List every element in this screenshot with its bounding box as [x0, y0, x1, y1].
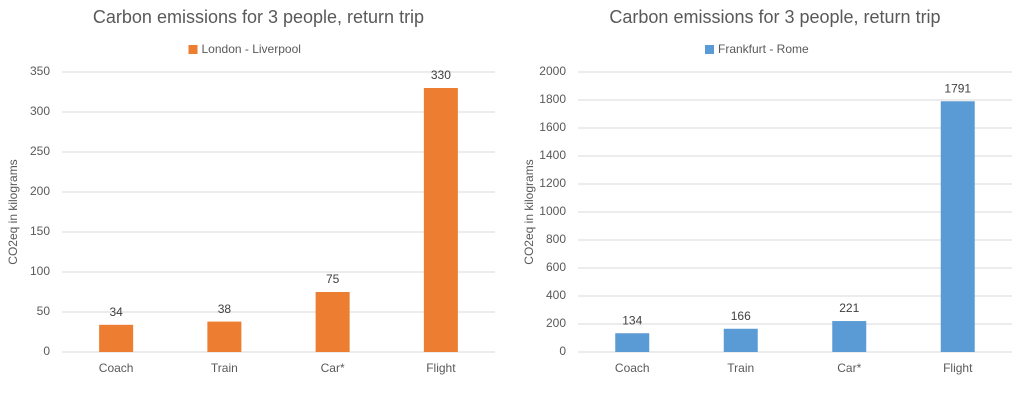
x-tick-label: Coach [615, 361, 650, 375]
y-tick-label: 0 [43, 344, 50, 358]
bar [207, 321, 242, 352]
legend-label: London - Liverpool [202, 42, 301, 56]
y-tick-label: 300 [30, 104, 50, 118]
y-tick-label: 1400 [539, 148, 566, 162]
data-label: 330 [431, 68, 451, 82]
chart-title: Carbon emissions for 3 people, return tr… [93, 7, 424, 27]
bar [99, 324, 134, 352]
chart-title: Carbon emissions for 3 people, return tr… [609, 7, 940, 27]
y-tick-label: 250 [30, 144, 50, 158]
x-tick-label: Coach [99, 361, 134, 375]
y-axis-label: CO2eq in kilograms [6, 159, 20, 264]
y-tick-label: 200 [546, 316, 566, 330]
data-label: 38 [218, 302, 232, 316]
y-tick-label: 800 [546, 232, 566, 246]
y-tick-label: 0 [559, 344, 566, 358]
bar [315, 292, 350, 352]
y-tick-label: 1600 [539, 120, 566, 134]
y-tick-label: 600 [546, 260, 566, 274]
x-tick-label: Car* [837, 361, 861, 375]
data-label: 166 [731, 309, 751, 323]
data-label: 221 [839, 301, 859, 315]
bar [615, 333, 650, 352]
y-tick-label: 2000 [539, 64, 566, 78]
bar [940, 101, 975, 352]
y-tick-label: 150 [30, 224, 50, 238]
x-tick-label: Train [727, 361, 754, 375]
bar [832, 321, 867, 352]
x-tick-label: Flight [426, 361, 456, 375]
y-tick-label: 1000 [539, 204, 566, 218]
data-label: 34 [109, 305, 123, 319]
data-label: 75 [326, 272, 340, 286]
y-tick-label: 50 [37, 304, 51, 318]
bar [723, 328, 758, 352]
y-axis-label: CO2eq in kilograms [522, 159, 536, 264]
y-tick-label: 1200 [539, 176, 566, 190]
bar [423, 88, 458, 352]
y-tick-label: 350 [30, 64, 50, 78]
data-label: 1791 [944, 81, 971, 95]
y-tick-label: 100 [30, 264, 50, 278]
y-tick-label: 400 [546, 288, 566, 302]
x-tick-label: Car* [321, 361, 345, 375]
x-tick-label: Train [211, 361, 238, 375]
y-tick-label: 200 [30, 184, 50, 198]
data-label: 134 [622, 313, 642, 327]
x-tick-label: Flight [943, 361, 973, 375]
legend-swatch [705, 45, 714, 54]
legend-label: Frankfurt - Rome [718, 42, 809, 56]
y-tick-label: 1800 [539, 92, 566, 106]
legend-swatch [188, 45, 198, 54]
